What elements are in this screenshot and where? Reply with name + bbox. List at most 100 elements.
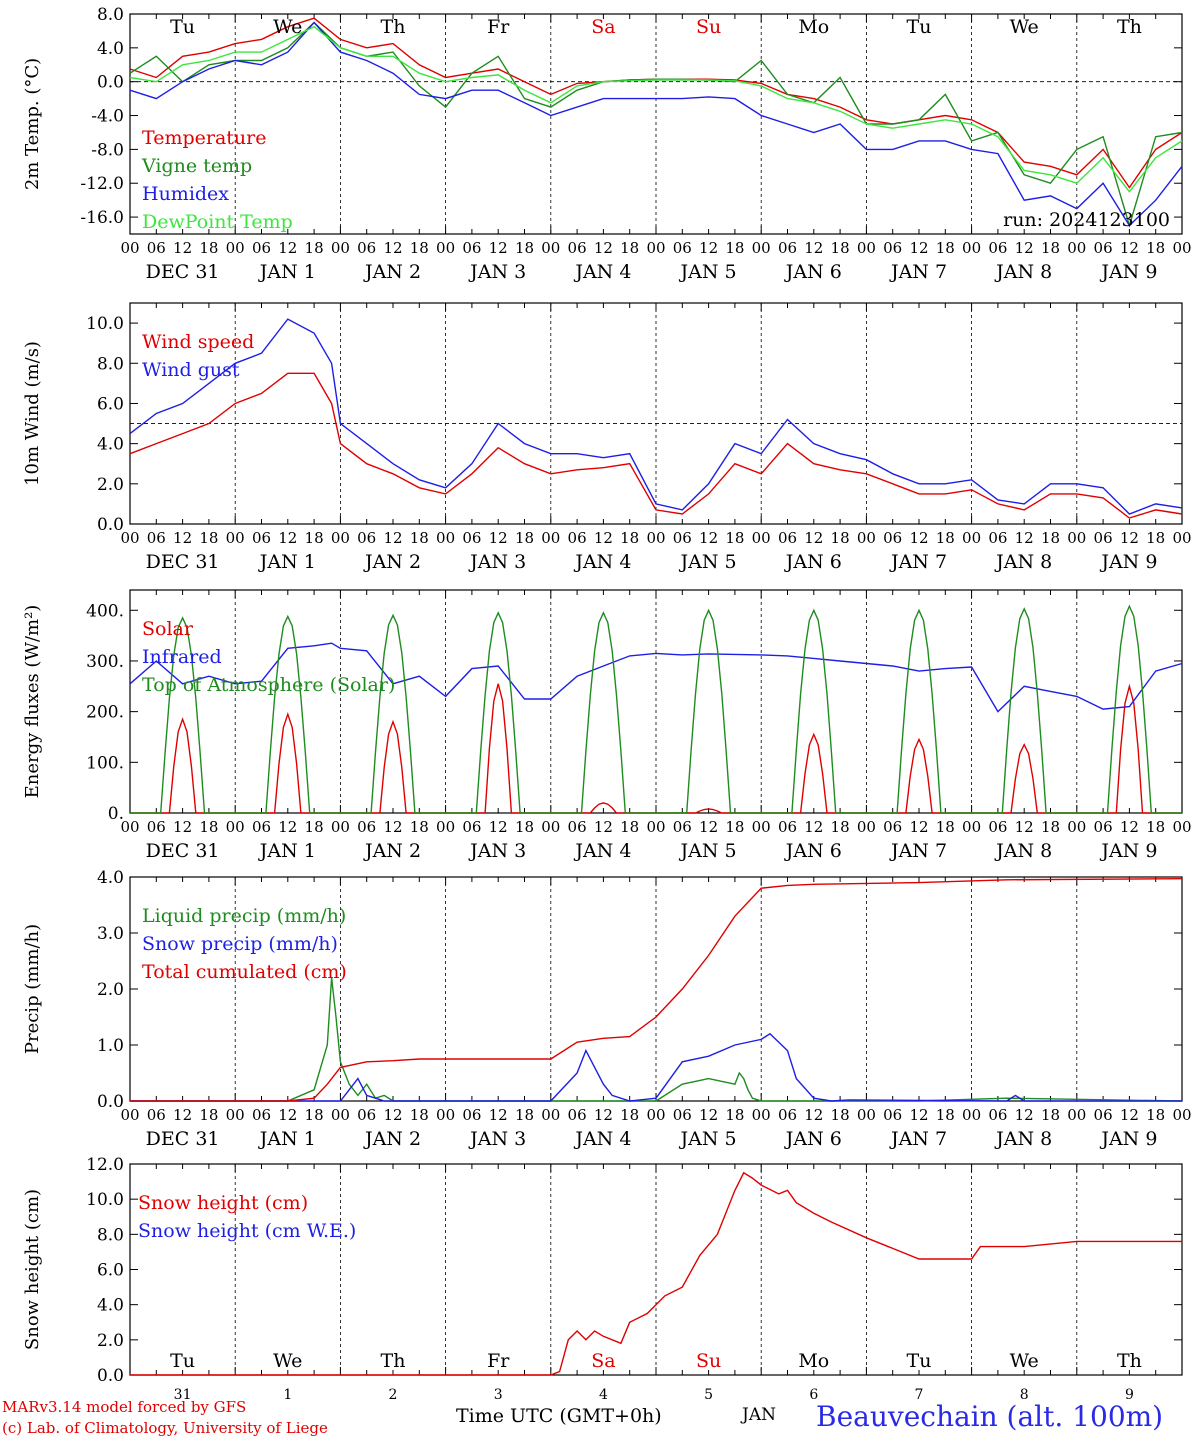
hour-tick-label: 18 bbox=[620, 1106, 639, 1124]
y-tick-label: 2.0 bbox=[97, 1331, 124, 1351]
legend-entry: Total cumulated (cm) bbox=[142, 961, 347, 983]
date-label: JAN 1 bbox=[258, 840, 316, 862]
hour-tick-label: 06 bbox=[147, 1106, 166, 1124]
legend-entry: Vigne temp bbox=[141, 155, 252, 177]
hour-tick-label: 00 bbox=[331, 1106, 350, 1124]
hour-tick-label: 00 bbox=[1067, 1106, 1086, 1124]
hour-tick-label: 00 bbox=[752, 239, 771, 257]
series-line-0 bbox=[129, 17, 1183, 189]
date-label: JAN 8 bbox=[994, 551, 1052, 573]
hour-tick-label: 12 bbox=[699, 1106, 718, 1124]
hour-tick-label: 00 bbox=[1172, 818, 1191, 836]
weekday-label: We bbox=[1010, 1350, 1039, 1372]
hour-tick-label: 12 bbox=[278, 239, 297, 257]
hour-tick-label: 18 bbox=[725, 239, 744, 257]
hour-tick-label: 18 bbox=[831, 1106, 850, 1124]
weekday-label: Mo bbox=[798, 1350, 829, 1372]
date-label: JAN 1 bbox=[258, 261, 316, 283]
day-number-label: 2 bbox=[389, 1387, 398, 1403]
hour-tick-label: 18 bbox=[199, 239, 218, 257]
date-label: JAN 3 bbox=[468, 261, 526, 283]
y-tick-label: -4.0 bbox=[91, 107, 124, 127]
hour-tick-label: 06 bbox=[988, 239, 1007, 257]
hour-tick-label: 18 bbox=[515, 818, 534, 836]
date-label: JAN 7 bbox=[889, 840, 947, 862]
day-number-label: 4 bbox=[599, 1387, 608, 1403]
hour-tick-label: 06 bbox=[883, 818, 902, 836]
hour-tick-label: 00 bbox=[962, 1106, 981, 1124]
hour-tick-label: 12 bbox=[594, 1106, 613, 1124]
legend-entry: Wind gust bbox=[142, 359, 240, 381]
hour-tick-label: 00 bbox=[331, 239, 350, 257]
day-number-label: 9 bbox=[1125, 1387, 1134, 1403]
date-label: JAN 5 bbox=[679, 261, 737, 283]
hour-tick-label: 18 bbox=[725, 818, 744, 836]
hour-tick-label: 06 bbox=[357, 1106, 376, 1124]
day-number-label: 5 bbox=[704, 1387, 713, 1403]
hour-tick-label: 12 bbox=[383, 1106, 402, 1124]
hour-tick-label: 18 bbox=[1041, 1106, 1060, 1124]
y-tick-label: 1.0 bbox=[97, 1036, 124, 1056]
date-label: JAN 8 bbox=[994, 1128, 1052, 1150]
y-tick-label: 10.0 bbox=[86, 1190, 124, 1210]
legend-entry: Top of Atmosphere (Solar) bbox=[142, 674, 395, 696]
hour-tick-label: 00 bbox=[120, 818, 139, 836]
hour-tick-label: 06 bbox=[568, 1106, 587, 1124]
hour-tick-label: 06 bbox=[1094, 529, 1113, 547]
hour-tick-label: 12 bbox=[383, 239, 402, 257]
hour-tick-label: 06 bbox=[988, 529, 1007, 547]
hour-tick-label: 12 bbox=[173, 529, 192, 547]
legend-entry: Wind speed bbox=[142, 331, 254, 353]
weekday-label: Mo bbox=[798, 16, 829, 38]
hour-tick-label: 00 bbox=[646, 529, 665, 547]
y-tick-label: 200. bbox=[86, 703, 124, 723]
hour-tick-label: 18 bbox=[410, 239, 429, 257]
hour-tick-label: 12 bbox=[804, 529, 823, 547]
y-tick-label: -16.0 bbox=[80, 208, 124, 228]
hour-tick-label: 18 bbox=[936, 818, 955, 836]
station-name: Beauvechain (alt. 100m) bbox=[816, 1400, 1164, 1433]
date-label: JAN 5 bbox=[679, 840, 737, 862]
hour-tick-label: 12 bbox=[489, 239, 508, 257]
hour-tick-label: 06 bbox=[778, 818, 797, 836]
hour-tick-label: 12 bbox=[1120, 1106, 1139, 1124]
x-axis-title: Time UTC (GMT+0h) bbox=[456, 1405, 662, 1427]
date-label: JAN 2 bbox=[363, 840, 421, 862]
month-label: JAN bbox=[742, 1405, 776, 1425]
hour-tick-label: 00 bbox=[120, 529, 139, 547]
hour-tick-label: 12 bbox=[383, 529, 402, 547]
hour-tick-label: 06 bbox=[147, 529, 166, 547]
weekday-label: Th bbox=[1117, 16, 1142, 38]
hour-tick-label: 00 bbox=[436, 239, 455, 257]
date-label: JAN 2 bbox=[363, 261, 421, 283]
hour-tick-label: 18 bbox=[410, 1106, 429, 1124]
hour-tick-label: 18 bbox=[936, 1106, 955, 1124]
series-line-0 bbox=[130, 1171, 1182, 1376]
hour-tick-label: 12 bbox=[278, 818, 297, 836]
hour-tick-label: 18 bbox=[831, 818, 850, 836]
hour-tick-label: 18 bbox=[725, 1106, 744, 1124]
y-tick-label: 10.0 bbox=[86, 314, 124, 334]
date-label: JAN 4 bbox=[573, 261, 631, 283]
y-tick-label: 400. bbox=[86, 601, 124, 621]
date-label: JAN 6 bbox=[784, 840, 842, 862]
y-tick-label: 12.0 bbox=[86, 1155, 124, 1175]
hour-tick-label: 00 bbox=[226, 1106, 245, 1124]
y-tick-label: -12.0 bbox=[80, 174, 124, 194]
weekday-label: Sa bbox=[591, 16, 615, 38]
hour-tick-label: 00 bbox=[1067, 818, 1086, 836]
hour-tick-label: 06 bbox=[252, 529, 271, 547]
hour-tick-label: 18 bbox=[305, 239, 324, 257]
model-credit: MARv3.14 model forced by GFS bbox=[2, 1398, 247, 1416]
hour-tick-label: 12 bbox=[489, 1106, 508, 1124]
hour-tick-label: 00 bbox=[1172, 239, 1191, 257]
weekday-label: Fr bbox=[487, 16, 510, 38]
hour-tick-label: 12 bbox=[804, 818, 823, 836]
hour-tick-label: 00 bbox=[120, 239, 139, 257]
y-tick-label: 6.0 bbox=[97, 394, 124, 414]
hour-tick-label: 18 bbox=[305, 1106, 324, 1124]
y-tick-label: 0.0 bbox=[97, 73, 124, 93]
hour-tick-label: 06 bbox=[252, 818, 271, 836]
run-annotation: run: 2024123100 bbox=[1003, 209, 1170, 231]
